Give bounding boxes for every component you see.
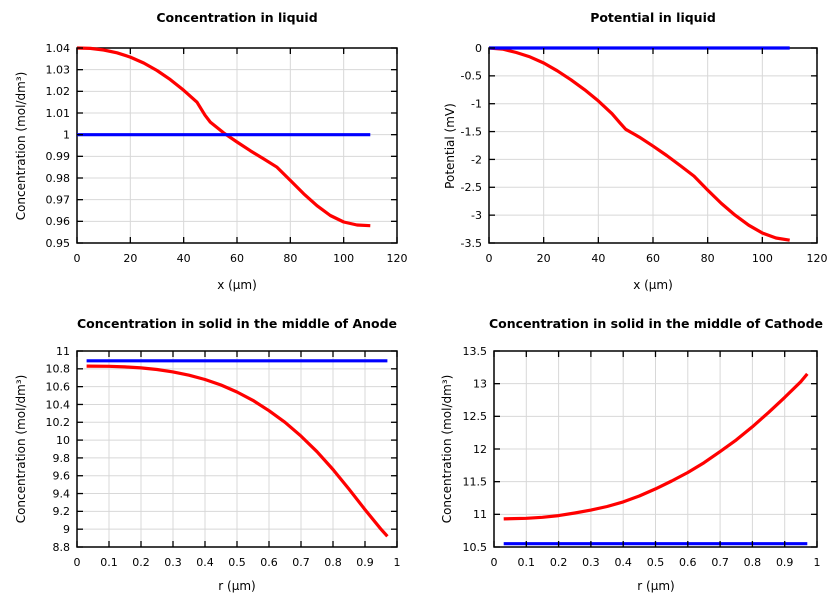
chart-concentration-solid-cathode: 0 0.1 0.2 0.3 0.4 0.5 0.6 0.7 0.8 0.9 1 10.5 11 11.5 1… bbox=[420, 300, 840, 600]
svg-text:0.99: 0.99 bbox=[46, 150, 71, 163]
svg-text:0.5: 0.5 bbox=[228, 556, 246, 569]
svg-text:100: 100 bbox=[333, 252, 354, 265]
svg-text:12: 12 bbox=[473, 443, 487, 456]
chart-concentration-in-liquid: 0 20 40 60 80 100 120 0.95 0.96 0.97 0.98 0.99 1 1.01… bbox=[0, 0, 420, 300]
svg-text:0.96: 0.96 bbox=[46, 215, 71, 228]
svg-text:40: 40 bbox=[591, 252, 605, 265]
svg-text:0.4: 0.4 bbox=[614, 556, 632, 569]
svg-text:0: 0 bbox=[486, 252, 493, 265]
svg-text:20: 20 bbox=[123, 252, 137, 265]
svg-text:40: 40 bbox=[177, 252, 191, 265]
svg-text:0: 0 bbox=[475, 42, 482, 55]
svg-text:11: 11 bbox=[473, 508, 487, 521]
svg-text:13: 13 bbox=[473, 378, 487, 391]
svg-text:10.6: 10.6 bbox=[46, 380, 71, 393]
svg-text:9.2: 9.2 bbox=[53, 505, 71, 518]
chart-title: Concentration in solid in the middle of … bbox=[489, 316, 823, 331]
svg-text:0.7: 0.7 bbox=[711, 556, 729, 569]
y-axis-label: Concentration (mol/dm³) bbox=[14, 71, 28, 221]
svg-text:120: 120 bbox=[807, 252, 828, 265]
plot-area: 0 20 40 60 80 100 120 0.95 0.96 0.97 0.98 0.99 1 1.01… bbox=[46, 42, 408, 265]
svg-text:0.3: 0.3 bbox=[582, 556, 600, 569]
svg-text:1: 1 bbox=[63, 129, 70, 142]
chart-title: Concentration in solid in the middle of … bbox=[76, 316, 398, 331]
svg-text:120: 120 bbox=[387, 252, 408, 265]
svg-text:-1.5: -1.5 bbox=[461, 125, 482, 138]
svg-text:10: 10 bbox=[56, 434, 70, 447]
svg-text:60: 60 bbox=[230, 252, 244, 265]
svg-text:9.4: 9.4 bbox=[53, 487, 71, 500]
svg-text:0.8: 0.8 bbox=[324, 556, 342, 569]
svg-text:0.98: 0.98 bbox=[46, 172, 71, 185]
x-axis-label: x (µm) bbox=[633, 278, 673, 292]
x-axis-label: r (µm) bbox=[637, 579, 675, 593]
svg-text:-2.5: -2.5 bbox=[461, 181, 482, 194]
svg-text:10.5: 10.5 bbox=[463, 541, 488, 554]
y-axis-label: Concentration (mol/dm³) bbox=[440, 374, 454, 524]
svg-text:13.5: 13.5 bbox=[463, 345, 488, 358]
svg-text:100: 100 bbox=[752, 252, 773, 265]
svg-text:0.7: 0.7 bbox=[292, 556, 310, 569]
svg-text:1.03: 1.03 bbox=[46, 64, 71, 77]
svg-text:60: 60 bbox=[646, 252, 660, 265]
chart-title: Potential in liquid bbox=[590, 10, 716, 25]
plot-area: 0 20 40 60 80 100 120 -3.5 -3 -2.5 -2 -1.5 -1 -0.5 0 bbox=[461, 42, 828, 265]
svg-text:0: 0 bbox=[491, 556, 498, 569]
svg-text:0.9: 0.9 bbox=[776, 556, 794, 569]
svg-text:0.2: 0.2 bbox=[132, 556, 150, 569]
svg-text:-2: -2 bbox=[471, 153, 482, 166]
y-axis-label: Potential (mV) bbox=[443, 103, 457, 189]
chart-title: Concentration in liquid bbox=[156, 10, 318, 25]
svg-text:0.97: 0.97 bbox=[46, 194, 71, 207]
svg-text:0.3: 0.3 bbox=[164, 556, 182, 569]
svg-text:80: 80 bbox=[283, 252, 297, 265]
svg-text:9: 9 bbox=[63, 523, 70, 536]
svg-text:0.2: 0.2 bbox=[550, 556, 568, 569]
svg-text:1: 1 bbox=[394, 556, 401, 569]
svg-text:0.6: 0.6 bbox=[260, 556, 278, 569]
svg-text:12.5: 12.5 bbox=[463, 410, 488, 423]
svg-text:80: 80 bbox=[701, 252, 715, 265]
svg-text:11.5: 11.5 bbox=[463, 476, 488, 489]
svg-text:10.8: 10.8 bbox=[46, 363, 71, 376]
chart-concentration-solid-anode: 0 0.1 0.2 0.3 0.4 0.5 0.6 0.7 0.8 0.9 1 8.8 9 9.2 9.4 9… bbox=[0, 300, 420, 600]
svg-text:0.6: 0.6 bbox=[679, 556, 697, 569]
svg-text:-0.5: -0.5 bbox=[461, 70, 482, 83]
svg-text:8.8: 8.8 bbox=[53, 541, 71, 554]
svg-text:0.1: 0.1 bbox=[100, 556, 118, 569]
plot-area: 0 0.1 0.2 0.3 0.4 0.5 0.6 0.7 0.8 0.9 1 10.5 11 11.5 1… bbox=[463, 345, 821, 569]
svg-text:-1: -1 bbox=[471, 98, 482, 111]
x-axis-label: x (µm) bbox=[217, 278, 257, 292]
svg-text:20: 20 bbox=[537, 252, 551, 265]
svg-text:0.9: 0.9 bbox=[356, 556, 374, 569]
x-axis-label: r (µm) bbox=[218, 579, 256, 593]
svg-text:0: 0 bbox=[74, 556, 81, 569]
svg-text:10.2: 10.2 bbox=[46, 416, 71, 429]
svg-text:9.6: 9.6 bbox=[53, 470, 71, 483]
svg-text:1: 1 bbox=[814, 556, 821, 569]
svg-text:1.04: 1.04 bbox=[46, 42, 71, 55]
svg-text:0: 0 bbox=[74, 252, 81, 265]
plot-area: 0 0.1 0.2 0.3 0.4 0.5 0.6 0.7 0.8 0.9 1 8.8 9 9.2 9.4 9… bbox=[46, 345, 401, 569]
chart-potential-in-liquid: 0 20 40 60 80 100 120 -3.5 -3 -2.5 -2 -1.5 -1 -0.5 0 P… bbox=[420, 0, 840, 300]
svg-text:-3: -3 bbox=[471, 209, 482, 222]
svg-text:0.5: 0.5 bbox=[647, 556, 665, 569]
svg-text:0.1: 0.1 bbox=[518, 556, 536, 569]
svg-text:10.4: 10.4 bbox=[46, 398, 71, 411]
svg-text:0.8: 0.8 bbox=[744, 556, 762, 569]
y-axis-label: Concentration (mol/dm³) bbox=[14, 374, 28, 524]
svg-text:11: 11 bbox=[56, 345, 70, 358]
svg-text:-3.5: -3.5 bbox=[461, 237, 482, 250]
svg-text:9.8: 9.8 bbox=[53, 452, 71, 465]
svg-text:1.02: 1.02 bbox=[46, 85, 71, 98]
svg-text:1.01: 1.01 bbox=[46, 107, 71, 120]
svg-text:0.4: 0.4 bbox=[196, 556, 214, 569]
svg-text:0.95: 0.95 bbox=[46, 237, 71, 250]
